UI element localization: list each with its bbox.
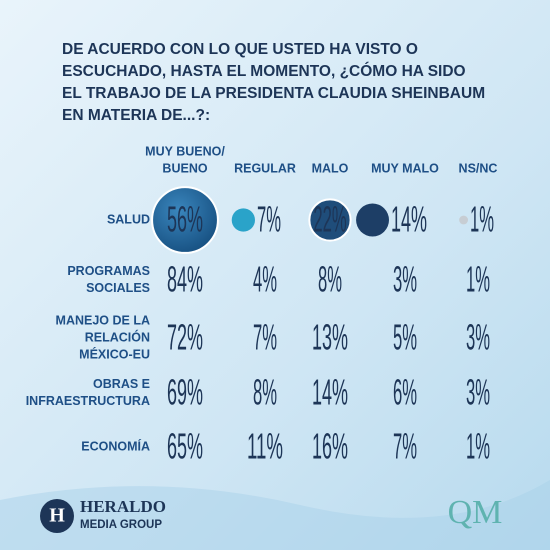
bubble	[151, 186, 219, 254]
brand-sub: MEDIA GROUP	[80, 519, 162, 531]
logo-letter: H	[49, 505, 65, 527]
value-label: 16%	[312, 426, 348, 467]
value-label: 56%	[167, 199, 203, 240]
value-label: 14%	[391, 199, 427, 240]
title-line: EN MATERIA DE...?:	[62, 107, 210, 124]
value-label: 1%	[466, 426, 490, 467]
row-label: ECONOMÍA	[81, 438, 150, 453]
value-label: 84%	[167, 259, 203, 300]
title-line: ESCUCHADO, HASTA EL MOMENTO, ¿CÓMO HA SI…	[62, 62, 466, 80]
row-label: SALUD	[107, 212, 150, 226]
value-label: 3%	[393, 259, 417, 300]
value-label: 13%	[312, 317, 348, 358]
bubble	[231, 208, 255, 232]
column-header: BUENO	[162, 161, 207, 175]
value-label: 69%	[167, 372, 203, 413]
logo-circle	[40, 499, 74, 533]
column-header: NS/NC	[459, 161, 498, 175]
row-label: SOCIALES	[86, 281, 150, 295]
column-header: MALO	[312, 161, 349, 175]
value-label: 6%	[393, 372, 417, 413]
bubble	[356, 203, 389, 237]
value-label: 14%	[312, 372, 348, 413]
value-label: 4%	[253, 259, 277, 300]
bubble	[459, 215, 468, 225]
wave	[0, 480, 550, 550]
value-label: 3%	[466, 317, 490, 358]
bubble	[308, 198, 352, 242]
row-label: PROGRAMAS	[67, 264, 150, 278]
footer: H HERALDO MEDIA GROUP QM	[40, 494, 502, 533]
value-label: 7%	[253, 317, 277, 358]
row-label: INFRAESTRUCTURA	[26, 394, 150, 408]
column-header: MUY BUENO/	[145, 144, 225, 158]
row-label: MANEJO DE LA	[56, 313, 150, 327]
partner-logo: QM	[448, 494, 503, 531]
value-label: 8%	[318, 259, 342, 300]
value-label: 7%	[257, 199, 281, 240]
column-header: MUY MALO	[371, 161, 439, 175]
value-label: 3%	[466, 372, 490, 413]
title-line: EL TRABAJO DE LA PRESIDENTA CLAUDIA SHEI…	[62, 85, 485, 102]
value-label: 8%	[253, 372, 277, 413]
value-label: 22%	[313, 199, 346, 240]
value-label: 7%	[393, 426, 417, 467]
row-label: RELACIÓN	[85, 329, 150, 344]
value-label: 1%	[466, 259, 490, 300]
brand: HERALDO	[80, 497, 166, 516]
value-label: 1%	[470, 199, 494, 240]
value-label: 5%	[393, 317, 417, 358]
row-label: MÉXICO-EU	[79, 346, 150, 361]
value-label: 65%	[167, 426, 203, 467]
value-label: 11%	[247, 426, 283, 467]
title-line: DE ACUERDO CON LO QUE USTED HA VISTO O	[62, 41, 418, 58]
value-label: 72%	[167, 317, 203, 358]
row-label: OBRAS E	[93, 377, 150, 391]
column-header: REGULAR	[234, 161, 296, 175]
